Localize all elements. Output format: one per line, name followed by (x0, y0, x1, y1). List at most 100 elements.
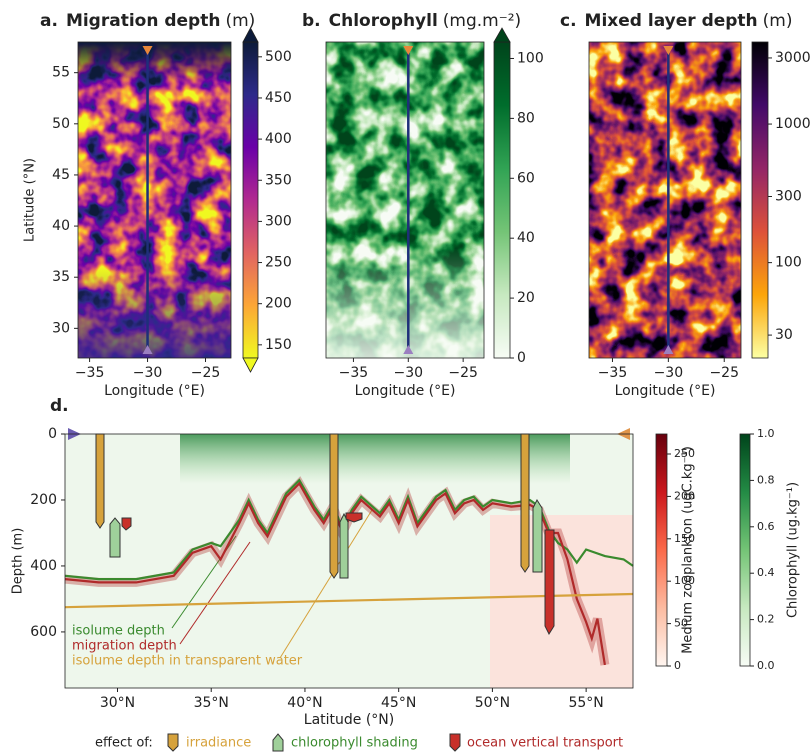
colorbar-extension (493, 27, 511, 43)
colorbar-tick-label: 3000 (775, 50, 811, 66)
colorbar-tick-label: 60 (517, 170, 535, 186)
shading-marker (109, 517, 121, 558)
chlorophyll-field (180, 434, 570, 484)
colorbar-tick-label: 150 (265, 337, 292, 353)
colorbar-tick-label: 400 (265, 131, 292, 147)
colorbar-tick-label: 100 (775, 255, 802, 271)
legend-icon (167, 733, 179, 752)
heatmap-overlay (326, 248, 484, 358)
colorbar-tick-label: 40 (517, 230, 535, 246)
transect-end (142, 345, 153, 354)
legend-icon (449, 733, 461, 752)
colorbar-tick-label: 200 (674, 489, 695, 502)
heatmap (589, 42, 741, 358)
transect-start (142, 46, 153, 55)
series-annotation: isolume depth in transparent water (72, 654, 303, 669)
transect-end (663, 345, 674, 354)
panel-title-text: Chlorophyll (329, 11, 438, 31)
x-tick-label: −35 (75, 365, 105, 381)
irradiance-marker (329, 433, 339, 579)
colorbar (739, 433, 751, 667)
y-tick-label: 0 (48, 426, 57, 442)
colorbar-tick-label: 0.2 (757, 613, 775, 626)
colorbar-tick-label: 30 (775, 327, 793, 343)
colorbar-tick-label: 0.4 (757, 566, 775, 579)
panel-title: c. Mixed layer depth (m) (560, 11, 793, 31)
y-tick-label: 200 (30, 492, 57, 508)
panel-label: d. (50, 396, 69, 416)
colorbar-tick-label: 1000 (775, 116, 811, 132)
y-tick-label: 600 (30, 624, 57, 640)
leader-line (279, 509, 373, 659)
x-tick-label: −25 (448, 365, 478, 381)
y-tick-label: 35 (52, 269, 70, 285)
panel-title-text: Migration depth (66, 11, 221, 31)
irradiance-marker (95, 433, 105, 529)
colorbar (655, 433, 668, 667)
panel-title-text: Mixed layer depth (585, 11, 758, 31)
x-axis-label: Longitude (°E) (615, 383, 716, 399)
x-tick-label: −25 (191, 365, 221, 381)
y-tick-label: 55 (52, 65, 70, 81)
colorbar-tick-label: 0.8 (757, 473, 775, 486)
y-tick-label: 30 (52, 320, 70, 336)
colorbar-tick-label: 250 (674, 447, 695, 460)
x-tick-label: −35 (339, 365, 369, 381)
x-tick-label: −30 (654, 365, 684, 381)
colorbar-tick-label: 350 (265, 172, 292, 188)
x-tick-label: 45°N (381, 695, 416, 711)
x-axis-label: Latitude (°N) (304, 712, 394, 728)
series-annotation: migration depth (72, 639, 177, 654)
transport-marker (544, 529, 555, 636)
colorbar-tick-label: 20 (517, 290, 535, 306)
colorbar-tick-label: 500 (265, 49, 292, 65)
leader-line (179, 541, 251, 645)
plot-frame (64, 433, 634, 689)
colorbar-tick-label: 450 (265, 90, 292, 106)
legend-label: chlorophyll shading (291, 736, 418, 751)
transect-start (663, 46, 674, 55)
colorbar-extension (242, 27, 259, 43)
legend-title: effect of: (95, 736, 153, 751)
colorbar-tick-label: 250 (265, 255, 292, 271)
x-tick-label: 55°N (568, 695, 603, 711)
effect-markers (95, 433, 555, 636)
colorbar-tick-label: 0.0 (757, 659, 775, 672)
panel-unit: (m) (763, 11, 793, 31)
y-axis-label: Depth (m) (11, 528, 26, 595)
panel-title: a. Migration depth (m) (40, 11, 255, 31)
panel-label: a. (40, 11, 58, 31)
colorbar-tick-label: 50 (674, 617, 688, 630)
x-tick-label: −25 (709, 365, 739, 381)
panel-label: b. (302, 11, 321, 31)
y-tick-label: 400 (30, 558, 57, 574)
shading-marker (339, 512, 349, 579)
x-tick-label: −35 (598, 365, 628, 381)
colorbar-tick-label: 300 (775, 189, 802, 205)
x-tick-label: 40°N (287, 695, 322, 711)
x-tick-label: 35°N (194, 695, 229, 711)
transect-start (403, 46, 414, 55)
colorbar-tick-label: 0 (517, 350, 526, 366)
y-tick-label: 50 (52, 116, 70, 132)
transport-marker (121, 517, 132, 531)
colorbar-tick-label: 300 (265, 213, 292, 229)
plot-frame (325, 41, 485, 359)
plot-frame (588, 41, 742, 359)
heatmap-overlay (78, 268, 231, 358)
legend-icon (272, 733, 284, 752)
colorbar-tick-label: 150 (674, 532, 695, 545)
colorbar-tick-label: 1.0 (757, 427, 775, 440)
x-axis-label: Longitude (°E) (104, 383, 205, 399)
panel-unit: (m) (225, 11, 255, 31)
x-tick-label: 50°N (475, 695, 510, 711)
colorbar-label: Medium zooplankton (ugC.kg⁻¹) (681, 446, 696, 654)
y-axis-label: Latitude (°N) (23, 158, 38, 242)
shading-marker (532, 498, 543, 573)
legend-label: ocean vertical transport (467, 736, 623, 751)
x-tick-label: 30°N (100, 695, 135, 711)
legend-label: irradiance (186, 736, 251, 751)
legend-icons (167, 733, 461, 752)
panel-unit: (mg.m⁻²) (443, 11, 521, 31)
